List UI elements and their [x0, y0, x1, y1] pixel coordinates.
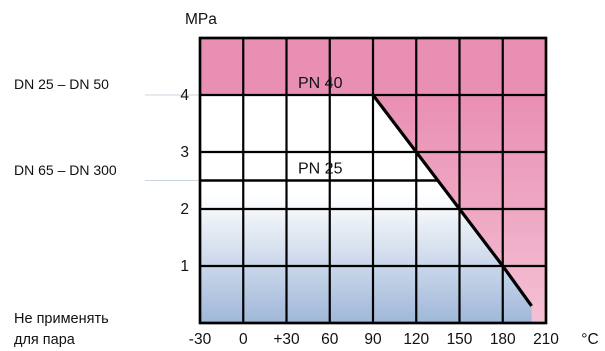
- pn40-label: PN 40: [298, 75, 343, 92]
- dn-label-pn40: DN 25 – DN 50: [14, 76, 109, 92]
- dn-label-pn25: DN 65 – DN 300: [14, 162, 117, 178]
- x-tick-label-7: 180: [490, 331, 516, 348]
- steam-note-line-2: для пара: [14, 332, 75, 348]
- x-tick-label-5: 120: [403, 331, 429, 348]
- y-tick-label-3: 4: [180, 87, 189, 104]
- x-tick-label-4: 90: [364, 331, 382, 348]
- pn25-label: PN 25: [298, 161, 343, 178]
- steam-note-line-1: Не применять: [14, 311, 109, 327]
- x-tick-label-6: 150: [447, 331, 473, 348]
- x-unit-label: °C: [581, 331, 598, 348]
- plot-frame: [198, 36, 548, 325]
- x-tick-label-8: 210: [533, 331, 559, 348]
- pressure-temperature-boundary: [371, 94, 533, 307]
- y-tick-label-2: 3: [180, 144, 189, 161]
- x-tick-label-2: +30: [273, 331, 300, 348]
- y-tick-label-1: 2: [180, 201, 189, 218]
- y-tick-label-0: 1: [180, 258, 189, 275]
- x-tick-label-1: 0: [239, 331, 248, 348]
- y-unit-label: MPa: [185, 11, 217, 28]
- x-tick-label-3: 60: [321, 331, 339, 348]
- steam-note: Не применять для пара: [14, 309, 109, 351]
- x-tick-label-0: -30: [189, 331, 212, 348]
